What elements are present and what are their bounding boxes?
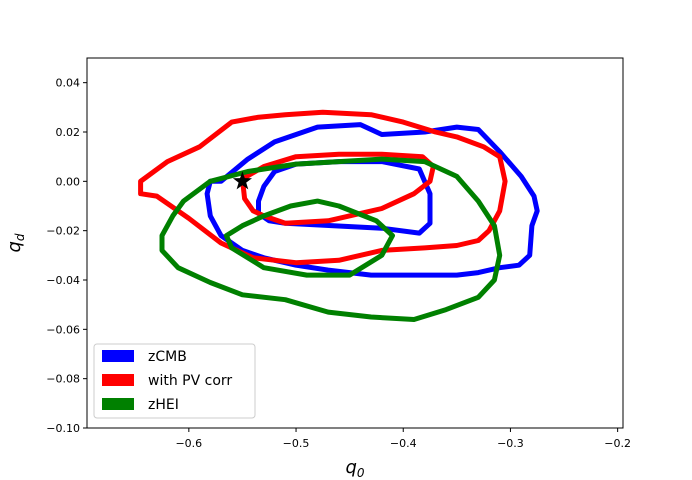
x-tick-label: −0.5 bbox=[283, 437, 310, 450]
y-tick-label: 0.00 bbox=[56, 175, 81, 188]
x-tick-label: −0.2 bbox=[604, 437, 631, 450]
contour-zhei-2 bbox=[159, 156, 503, 322]
y-tick-label: −0.04 bbox=[46, 274, 80, 287]
y-axis-ticks: −0.10 −0.08 −0.06 −0.04 −0.02 0.00 0.02 0.04 bbox=[46, 77, 87, 435]
legend-swatch-zcmb bbox=[102, 350, 134, 362]
y-tick-label: −0.06 bbox=[46, 323, 80, 336]
legend-label-zhei: zHEI bbox=[148, 397, 179, 413]
contour-zhei-1 bbox=[223, 198, 395, 278]
y-tick-label: 0.02 bbox=[56, 126, 81, 139]
contour-layer bbox=[138, 109, 540, 322]
y-tick-label: −0.10 bbox=[46, 422, 80, 435]
legend-box bbox=[93, 343, 256, 419]
x-tick-label: −0.6 bbox=[175, 437, 202, 450]
x-axis-ticks: −0.6 −0.5 −0.4 −0.3 −0.2 bbox=[175, 428, 631, 450]
marker-layer bbox=[232, 171, 252, 190]
plot-frame bbox=[86, 57, 624, 429]
legend-label-pv-corr: with PV corr bbox=[148, 373, 232, 389]
y-tick-label: −0.08 bbox=[46, 373, 80, 386]
legend-swatch-zhei bbox=[102, 398, 134, 410]
contour-zcmb-2 bbox=[204, 122, 540, 278]
legend: zCMB with PV corr zHEI bbox=[93, 343, 256, 419]
x-axis-label: q0 bbox=[345, 457, 364, 480]
x-tick-label: −0.4 bbox=[390, 437, 417, 450]
legend-swatch-pv-corr bbox=[102, 374, 134, 386]
y-axis-label: qd bbox=[4, 233, 27, 252]
legend-label-zcmb: zCMB bbox=[148, 349, 187, 365]
y-tick-label: 0.04 bbox=[56, 77, 81, 90]
fiducial-star-marker bbox=[232, 171, 252, 190]
y-tick-label: −0.02 bbox=[46, 225, 80, 238]
x-tick-label: −0.3 bbox=[497, 437, 524, 450]
